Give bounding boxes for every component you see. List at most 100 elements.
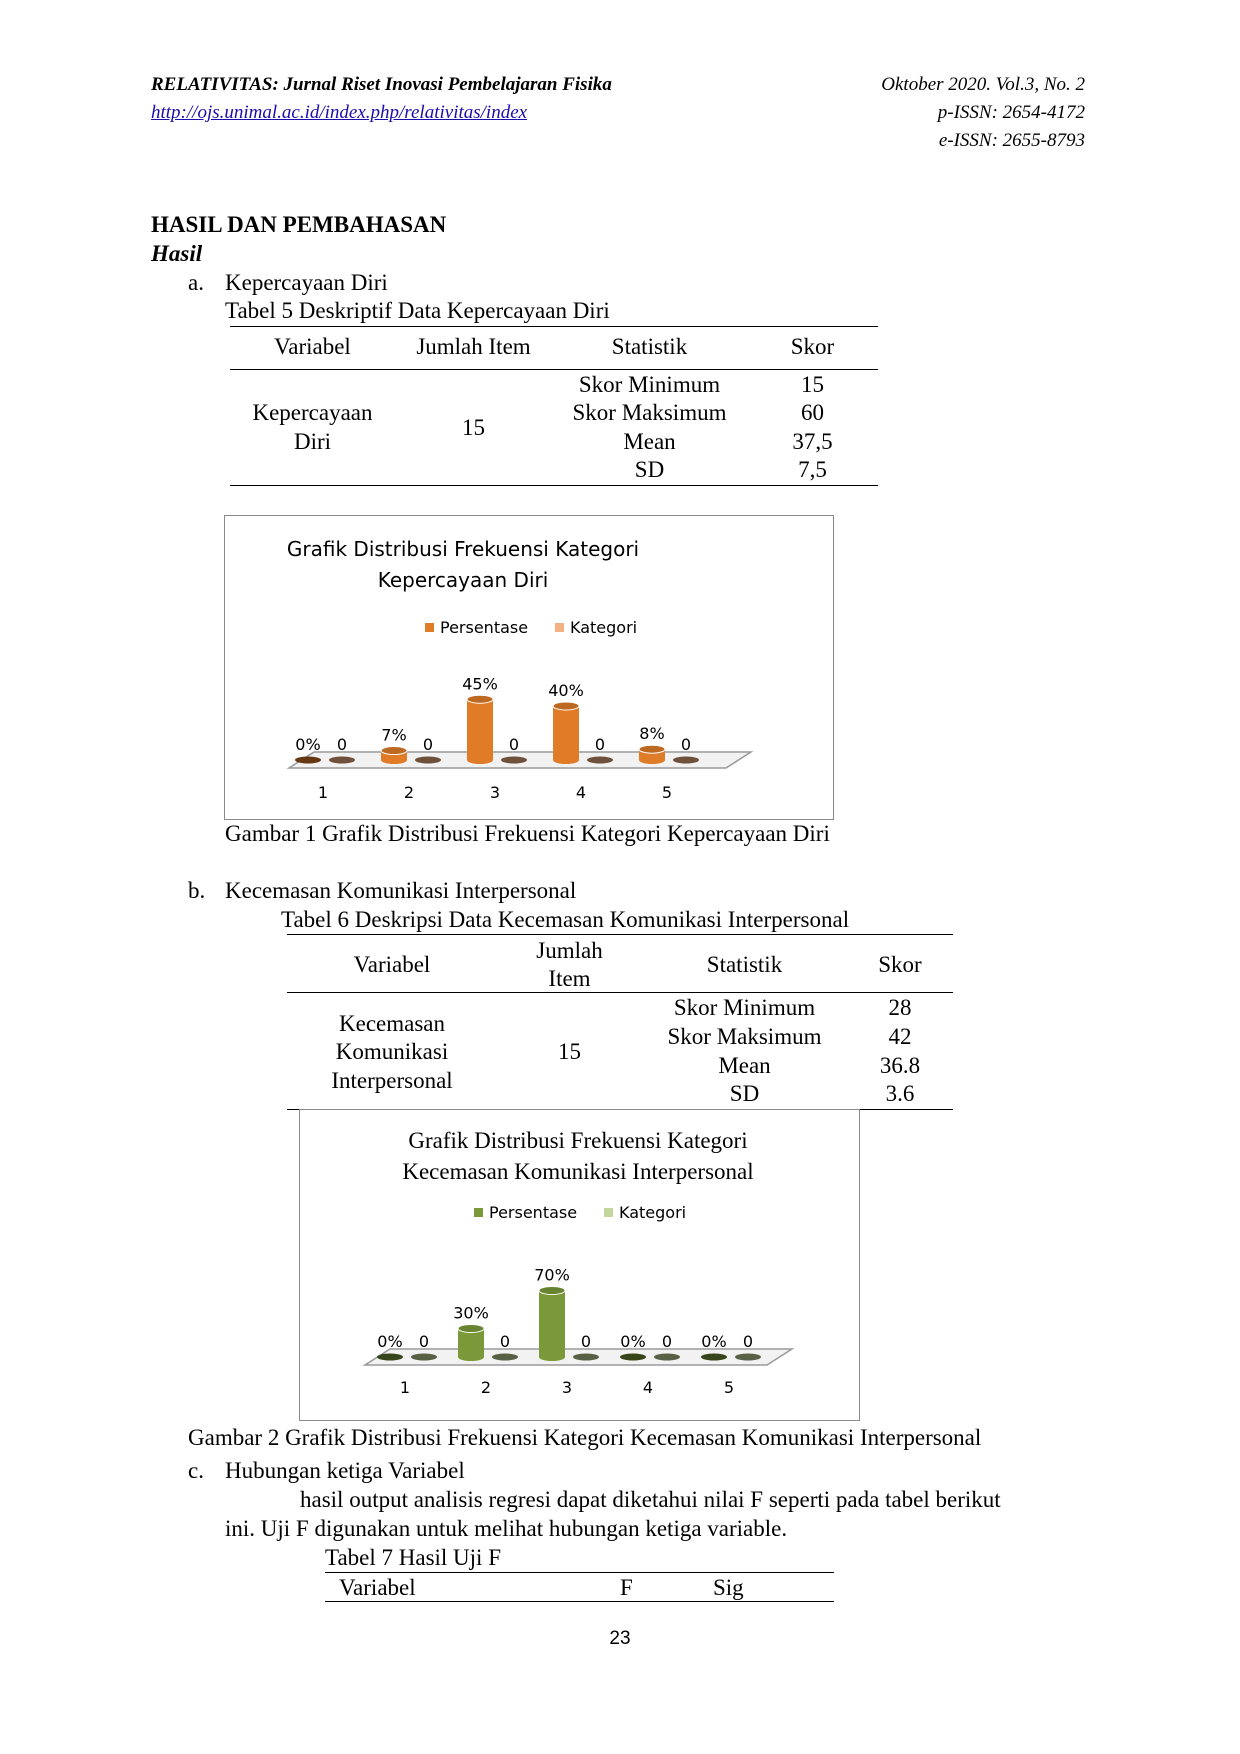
t6-col-statistik: Statistik xyxy=(706,952,783,977)
bar-base xyxy=(639,756,665,764)
t6-col-skor: Skor xyxy=(878,952,922,977)
bar-zero xyxy=(295,756,321,764)
journal-title: RELATIVITAS: Jurnal Riset Inovasi Pembel… xyxy=(151,74,612,95)
t6-score: 28 xyxy=(888,995,912,1020)
x-tick-label: 1 xyxy=(318,783,328,802)
t5-stat: Skor Minimum xyxy=(578,372,721,397)
chart-title: Grafik Distribusi Frekuensi Kategori xyxy=(408,1128,747,1153)
t5-score: 37,5 xyxy=(792,429,833,454)
legend-swatch xyxy=(555,623,564,632)
data-label: 0 xyxy=(500,1332,510,1351)
bar-zero xyxy=(735,1353,761,1361)
heading-b: Kecemasan Komunikasi Interpersonal xyxy=(225,878,577,903)
t6-col-item: Item xyxy=(548,966,591,991)
data-label: 70% xyxy=(534,1266,570,1285)
data-label: 0 xyxy=(337,735,347,754)
bar-top xyxy=(457,1324,485,1333)
x-tick-label: 2 xyxy=(481,1378,491,1397)
bar-zero xyxy=(415,756,441,764)
data-label: 0 xyxy=(662,1332,672,1351)
x-tick-label: 1 xyxy=(400,1378,410,1397)
t5-score: 60 xyxy=(801,400,824,425)
t7-col-sig: Sig xyxy=(713,1575,744,1600)
t6-stat: Skor Maksimum xyxy=(667,1024,822,1049)
t6-variable: Komunikasi xyxy=(335,1039,449,1064)
t6-col-variabel: Variabel xyxy=(353,952,431,977)
paragraph-line: ini. Uji F digunakan untuk melihat hubun… xyxy=(225,1516,788,1541)
issue-info: Oktober 2020. Vol.3, No. 2 xyxy=(881,74,1085,95)
table7-title: Tabel 7 Hasil Uji F xyxy=(325,1545,501,1570)
bar-zero xyxy=(329,756,355,764)
t6-col-jumlah: Jumlah xyxy=(536,938,603,963)
journal-url[interactable]: http://ojs.unimal.ac.id/index.php/relati… xyxy=(151,102,528,123)
bar-zero xyxy=(673,756,699,764)
legend-label: Kategori xyxy=(619,1203,686,1222)
bar-top xyxy=(538,1286,566,1295)
t5-items: 15 xyxy=(462,415,485,440)
t6-stat: SD xyxy=(729,1081,760,1106)
legend-swatch xyxy=(604,1208,613,1217)
bar-zero xyxy=(654,1353,680,1361)
t5-variable: Kepercayaan xyxy=(252,400,373,425)
data-label: 40% xyxy=(548,681,584,700)
chart-1-svg: Grafik Distribusi Frekuensi Kategori Kepe… xyxy=(286,537,754,802)
chart-title: Grafik Distribusi Frekuensi Kategori xyxy=(287,537,639,561)
bar-zero xyxy=(492,1353,518,1361)
data-label: 0% xyxy=(620,1332,645,1351)
data-label: 0 xyxy=(581,1332,591,1351)
chart-1: Grafik Distribusi Frekuensi Kategori Kepe… xyxy=(224,515,834,820)
t5-variable: Diri xyxy=(293,429,332,454)
t7-col-variabel: Variabel xyxy=(339,1575,416,1600)
t5-stat: SD xyxy=(634,457,665,482)
bar-zero xyxy=(701,1353,727,1361)
bar xyxy=(467,699,493,760)
pissn: p-ISSN: 2654-4172 xyxy=(937,102,1085,123)
bar xyxy=(458,1328,484,1357)
bar-top xyxy=(380,746,408,756)
bar-base xyxy=(467,756,493,764)
x-tick-label: 2 xyxy=(404,783,414,802)
t5-col-variabel: Variabel xyxy=(274,334,351,359)
t5-stat: Mean xyxy=(623,429,676,454)
bar-zero xyxy=(620,1353,646,1361)
chart-2: Grafik Distribusi Frekuensi Kategori Kece… xyxy=(299,1109,860,1421)
section-subtitle: Hasil xyxy=(151,241,203,266)
chart-title: Kecemasan Komunikasi Interpersonal xyxy=(402,1159,753,1184)
legend-label: Persentase xyxy=(489,1203,577,1222)
data-label: 30% xyxy=(453,1304,489,1323)
t6-score: 42 xyxy=(888,1024,912,1049)
x-tick-label: 5 xyxy=(662,783,672,802)
bar-base xyxy=(381,756,407,764)
data-label: 0% xyxy=(295,735,320,754)
t5-score: 7,5 xyxy=(798,457,827,482)
table5-title: Tabel 5 Deskriptif Data Kepercayaan Diri xyxy=(225,298,610,323)
bar xyxy=(553,706,579,760)
data-label: 0 xyxy=(423,735,433,754)
list-marker-b: b. xyxy=(188,878,206,903)
data-label: 0 xyxy=(743,1332,753,1351)
t6-variable: Kecemasan xyxy=(339,1011,445,1036)
eissn: e-ISSN: 2655-8793 xyxy=(938,130,1085,151)
list-marker-a: a. xyxy=(188,270,204,295)
figure1-caption: Gambar 1 Grafik Distribusi Frekuensi Kat… xyxy=(225,821,830,846)
data-label: 45% xyxy=(462,674,498,693)
t6-score: 36.8 xyxy=(879,1053,921,1078)
legend-label: Kategori xyxy=(570,618,637,637)
bar-base xyxy=(553,756,579,764)
x-tick-label: 3 xyxy=(490,783,500,802)
t6-stat: Mean xyxy=(718,1053,771,1078)
chart-2-svg: Grafik Distribusi Frekuensi Kategori Kece… xyxy=(362,1128,795,1397)
x-tick-label: 5 xyxy=(724,1378,734,1397)
bar-base xyxy=(539,1353,565,1361)
t5-score: 15 xyxy=(801,372,824,397)
figure2-caption: Gambar 2 Grafik Distribusi Frekuensi Kat… xyxy=(188,1425,982,1450)
bar-base xyxy=(458,1353,484,1361)
page-number: 23 xyxy=(609,1628,631,1649)
legend-swatch xyxy=(425,623,434,632)
legend-swatch xyxy=(474,1208,483,1217)
x-tick-label: 3 xyxy=(562,1378,572,1397)
x-tick-label: 4 xyxy=(576,783,586,802)
legend-label: Persentase xyxy=(440,618,528,637)
x-tick-label: 4 xyxy=(643,1378,653,1397)
